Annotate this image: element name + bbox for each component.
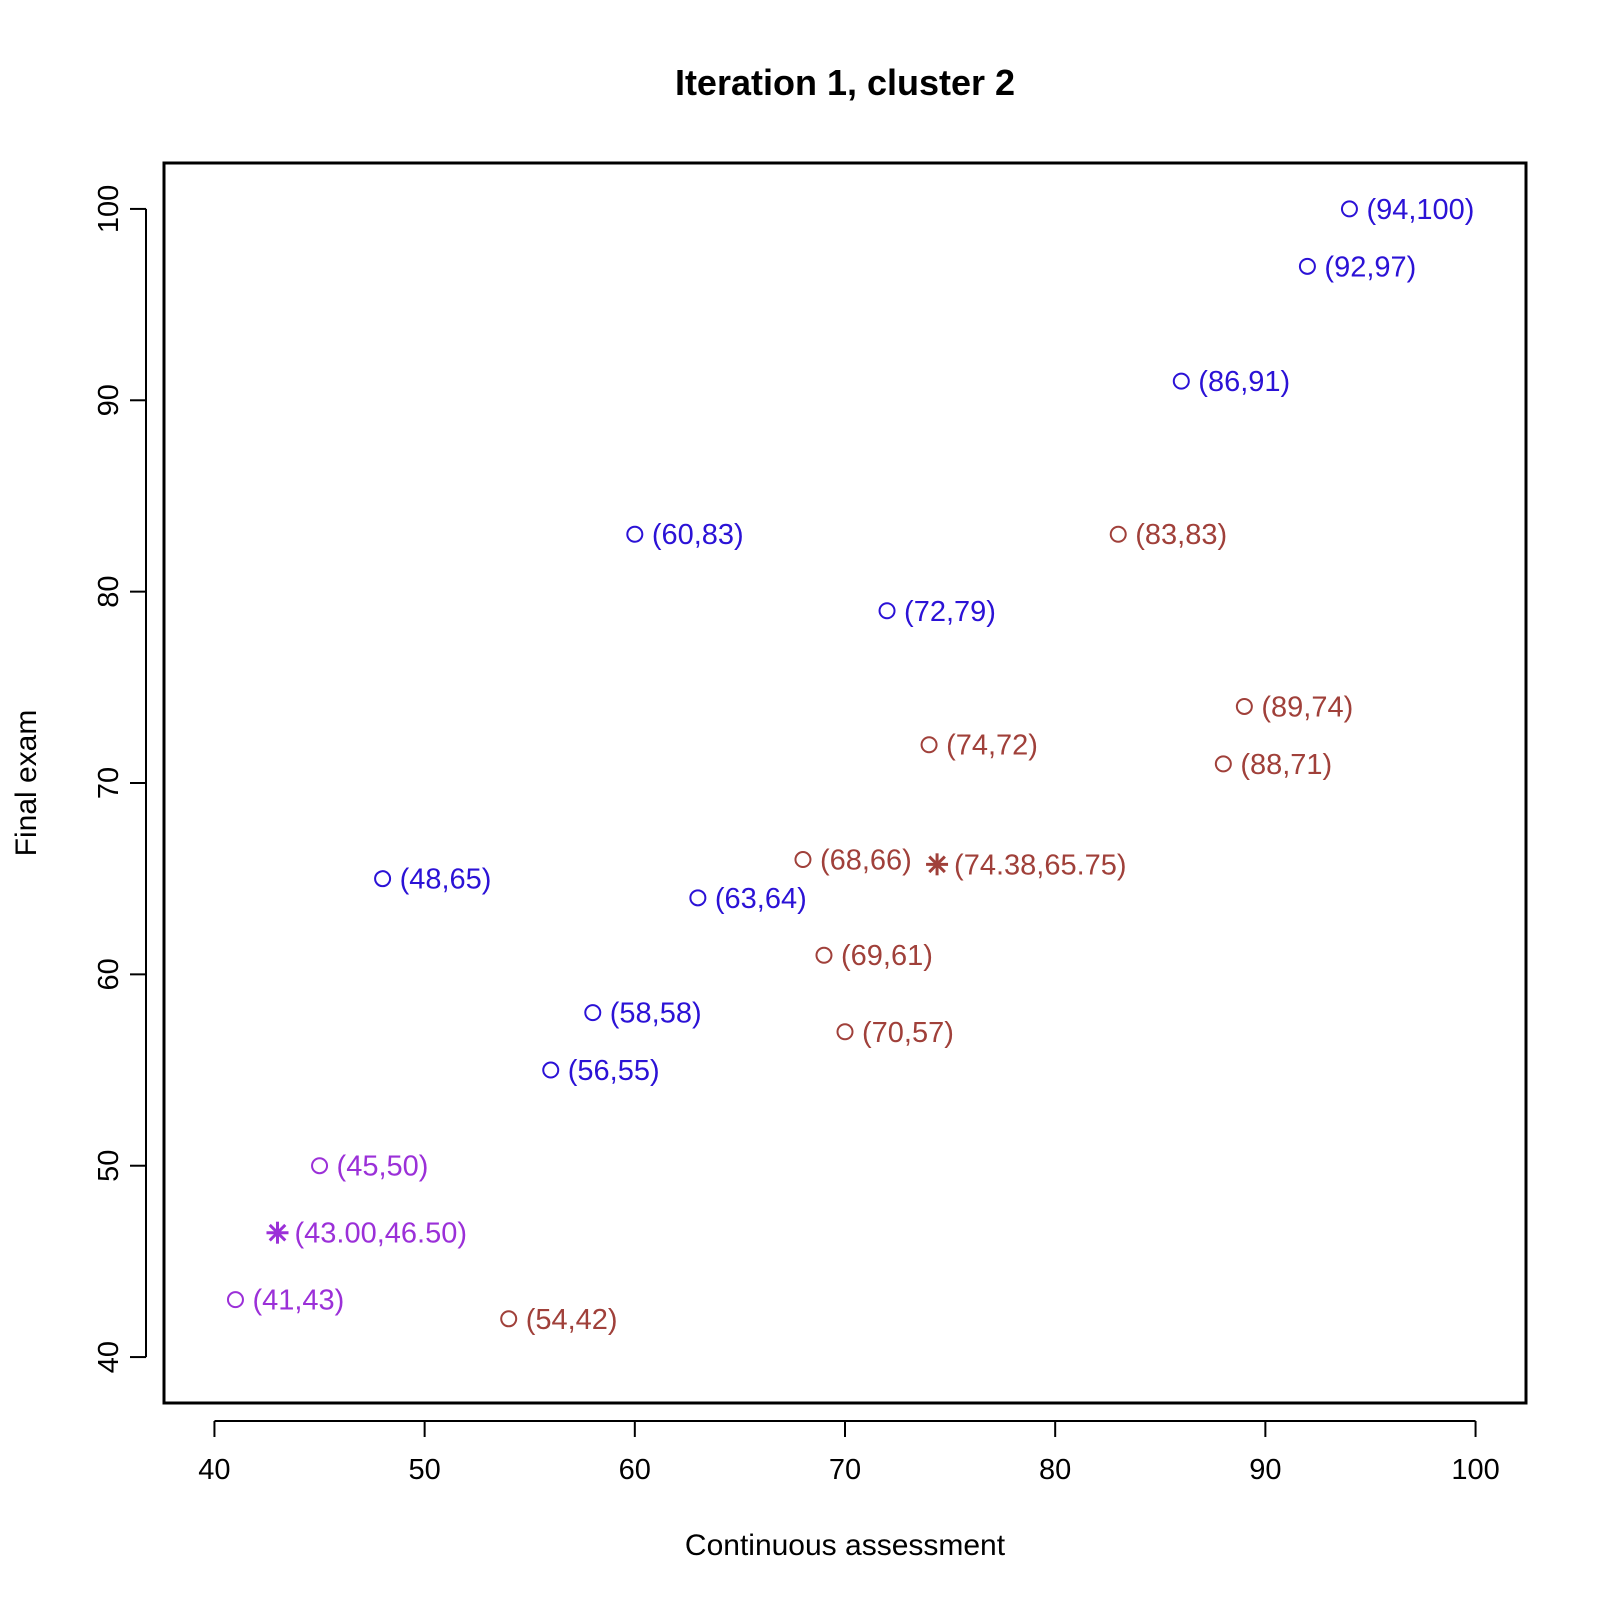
centroid-label: (74.38,65.75) [954,849,1127,881]
data-point [1214,755,1232,773]
y-tick-label: 70 [93,767,125,799]
data-point-label: (56,55) [568,1055,660,1087]
data-point-label: (83,83) [1135,519,1227,551]
data-point [1340,200,1358,218]
data-point [626,525,644,543]
data-point-label: (92,97) [1324,251,1416,283]
data-point-label: (74,72) [946,730,1038,762]
y-tick-label: 80 [93,576,125,608]
y-tick-label: 90 [93,384,125,416]
chart-title: Iteration 1, cluster 2 [675,62,1015,103]
data-point [500,1310,518,1328]
data-point [1172,372,1190,390]
y-tick-label: 40 [93,1341,125,1373]
y-tick-label: 100 [93,185,125,233]
data-point [542,1061,560,1079]
data-point-label: (48,65) [400,864,492,896]
data-point-label: (88,71) [1240,749,1332,781]
y-axis-label: Final exam [10,710,43,857]
x-tick-label: 70 [829,1454,861,1486]
data-point-label: (86,91) [1198,366,1290,398]
data-point [920,736,938,754]
centroid-marker [926,853,949,876]
data-point [689,889,707,907]
data-point [374,870,392,888]
data-points: (94,100) (92,97) (86,91) (60,83) (72,79) (48,… [226,194,1474,1336]
data-point [1109,525,1127,543]
plot-frame [162,161,1528,1405]
data-point-label: (41,43) [252,1285,344,1317]
data-point-label: (58,58) [610,998,702,1030]
data-point [1298,257,1316,275]
data-point-label: (70,57) [862,1017,954,1049]
x-tick-label: 90 [1249,1454,1281,1486]
data-point [311,1157,329,1175]
data-point-label: (69,61) [841,940,933,972]
x-tick-label: 40 [198,1454,230,1486]
y-tick-label: 50 [93,1150,125,1182]
data-point-label: (54,42) [526,1304,618,1336]
x-tick-label: 60 [619,1454,651,1486]
data-point-label: (63,64) [715,883,807,915]
data-point [815,946,833,964]
centroid-marker [266,1221,289,1244]
y-tick-label: 60 [93,958,125,990]
data-point [794,851,812,869]
data-point [878,602,896,620]
data-point-label: (68,66) [820,845,912,877]
x-axis: 40 50 60 70 80 90 100 [198,1420,1500,1486]
centroid-stroke [268,1223,287,1242]
data-point-label: (94,100) [1366,194,1474,226]
data-point [1235,697,1253,715]
data-point-label: (89,74) [1261,691,1353,723]
data-point-label: (60,83) [652,519,744,551]
centroid-stroke [928,855,946,874]
data-point [226,1291,244,1309]
y-axis: 40 50 60 70 80 90 100 [93,185,147,1373]
data-point-label: (72,79) [904,596,996,628]
x-axis-label: Continuous assessment [685,1529,1006,1562]
x-tick-label: 80 [1039,1454,1071,1486]
x-tick-label: 50 [408,1454,440,1486]
data-point [836,1023,854,1041]
data-point-label: (45,50) [337,1151,429,1183]
data-point [584,1004,602,1022]
x-tick-label: 100 [1451,1454,1499,1486]
centroid-label: (43.00,46.50) [295,1218,468,1250]
